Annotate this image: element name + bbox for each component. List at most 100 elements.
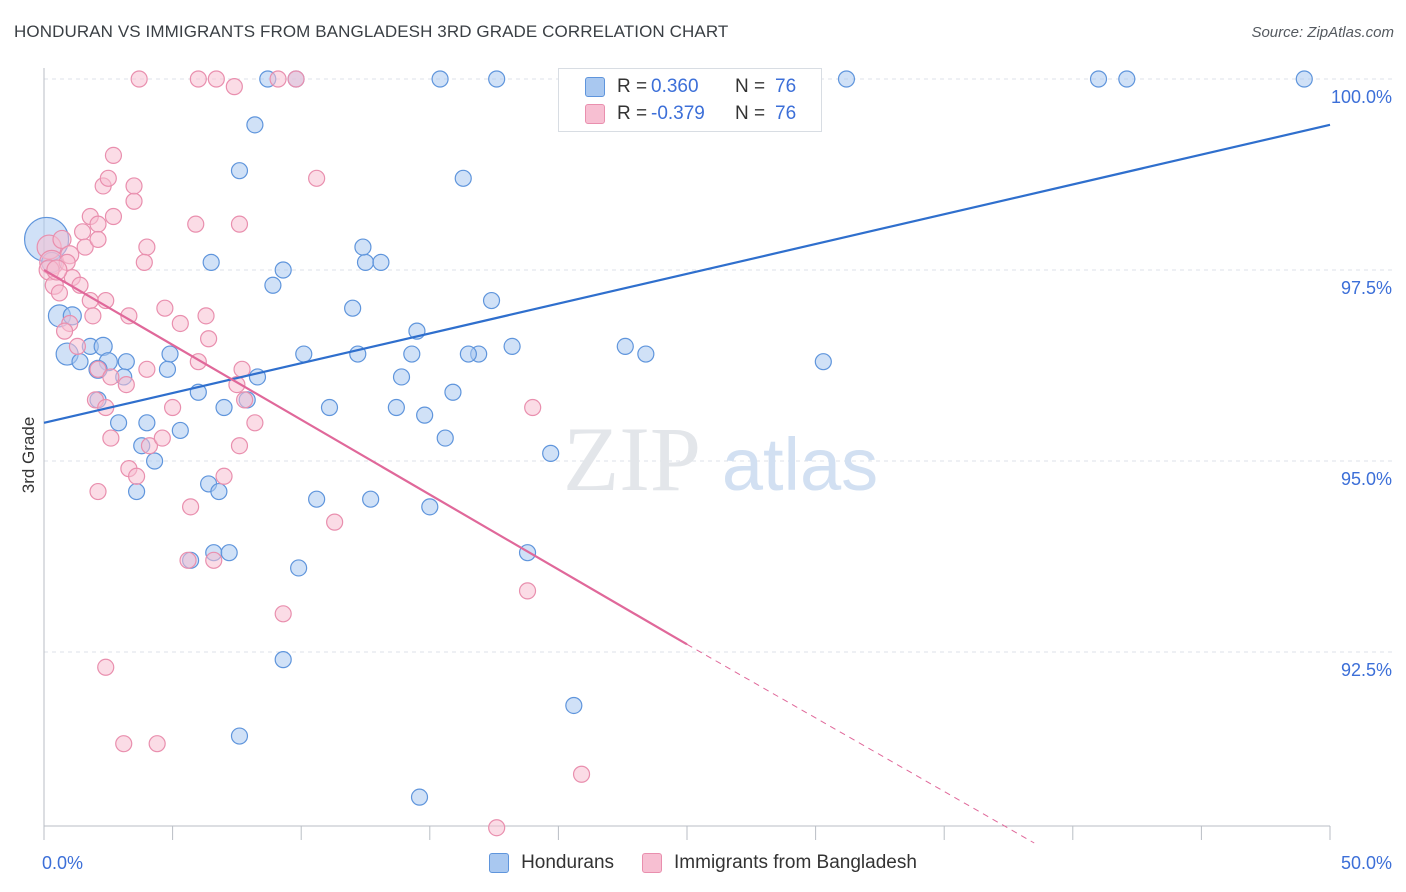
- point-hondurans: [210, 482, 228, 501]
- point-bangladesh: [246, 414, 264, 432]
- point-bangladesh: [236, 391, 254, 409]
- point-bangladesh: [189, 70, 207, 88]
- point-hondurans: [1295, 70, 1313, 88]
- legend-r-value: -0.379: [651, 103, 705, 124]
- point-bangladesh: [153, 429, 171, 447]
- point-bangladesh: [140, 437, 159, 455]
- point-bangladesh: [104, 146, 123, 164]
- point-bangladesh: [102, 429, 120, 447]
- point-hondurans: [410, 788, 429, 806]
- point-hondurans: [837, 70, 856, 88]
- y-tick-label: 97.5%: [1341, 278, 1392, 298]
- point-bangladesh: [171, 314, 189, 333]
- point-bangladesh: [125, 192, 143, 210]
- x-tick-label: 50.0%: [1341, 853, 1392, 873]
- point-hondurans: [565, 696, 583, 715]
- point-bangladesh: [84, 307, 102, 325]
- point-bangladesh: [207, 70, 225, 88]
- point-hondurans: [127, 482, 146, 501]
- legend-r-label: R =: [617, 103, 648, 124]
- point-hondurans: [616, 337, 634, 355]
- point-bangladesh: [52, 229, 72, 250]
- legend-r-label: R =: [617, 76, 648, 97]
- point-hondurans: [215, 398, 233, 417]
- point-hondurans: [459, 345, 477, 363]
- legend-swatch-pink: [585, 104, 605, 124]
- point-bangladesh: [97, 658, 115, 676]
- point-hondurans: [503, 337, 521, 355]
- labels-layer: 100.0% 97.5% 95.0% 92.5% 0.0% 50.0% 3rd Grade: [19, 87, 1392, 873]
- point-hondurans: [814, 353, 832, 371]
- point-bangladesh: [117, 376, 135, 394]
- legend-item-hondurans[interactable]: Hondurans: [489, 852, 614, 874]
- point-hondurans: [372, 253, 390, 271]
- point-hondurans: [482, 291, 501, 310]
- point-bangladesh: [89, 482, 107, 501]
- point-bangladesh: [488, 819, 506, 837]
- point-bangladesh: [102, 368, 120, 386]
- point-hondurans: [320, 398, 339, 417]
- point-hondurans: [356, 253, 375, 271]
- point-hondurans: [202, 253, 220, 271]
- legend-row-bangladesh: R = -0.379 N = 76: [585, 102, 796, 126]
- point-hondurans: [403, 345, 421, 363]
- legend-item-bangladesh[interactable]: Immigrants from Bangladesh: [642, 852, 917, 874]
- point-hondurans: [109, 414, 128, 432]
- point-bangladesh: [200, 330, 218, 348]
- legend-label-hondurans: Hondurans: [521, 852, 615, 873]
- source-label: Source: ZipAtlas.com: [1251, 24, 1394, 41]
- point-hondurans: [387, 398, 405, 417]
- point-bangladesh: [50, 284, 69, 302]
- point-bangladesh: [225, 78, 243, 96]
- point-hondurans: [308, 490, 326, 508]
- point-hondurans: [290, 559, 308, 577]
- trend-layer: [43, 123, 1331, 844]
- trend-line-hondurans: [43, 123, 1331, 424]
- trend-line-bangladesh-extension: [686, 643, 1035, 844]
- watermark-atlas: atlas: [722, 423, 878, 506]
- point-hondurans: [138, 414, 156, 432]
- point-hondurans: [444, 383, 462, 401]
- point-bangladesh: [68, 337, 87, 355]
- point-bangladesh: [230, 215, 249, 233]
- point-bangladesh: [274, 605, 292, 623]
- point-bangladesh: [197, 307, 215, 325]
- point-bangladesh: [326, 513, 344, 531]
- point-hondurans: [488, 70, 506, 88]
- point-hondurans: [344, 299, 362, 317]
- legend-label-bangladesh: Immigrants from Bangladesh: [674, 852, 917, 873]
- point-bangladesh: [524, 398, 542, 417]
- point-hondurans: [392, 368, 411, 386]
- points-layer: [23, 70, 1313, 837]
- point-hondurans: [421, 498, 439, 516]
- legend-swatch-blue: [585, 77, 605, 97]
- trend-line-bangladesh: [43, 269, 688, 646]
- point-bangladesh: [89, 215, 107, 233]
- point-bangladesh: [115, 735, 133, 753]
- legend-r-value: 0.360: [651, 76, 699, 97]
- point-bangladesh: [89, 230, 107, 249]
- point-bangladesh: [138, 360, 156, 378]
- legend-n-value: 76: [775, 103, 797, 124]
- point-bangladesh: [205, 551, 223, 569]
- point-hondurans: [416, 406, 434, 424]
- point-bangladesh: [99, 169, 117, 187]
- chart-title: HONDURAN VS IMMIGRANTS FROM BANGLADESH 3…: [14, 22, 729, 41]
- point-bangladesh: [518, 582, 537, 600]
- point-bangladesh: [156, 299, 174, 317]
- legend-n-label: N =: [735, 76, 766, 97]
- y-tick-label: 92.5%: [1341, 660, 1392, 680]
- point-hondurans: [436, 429, 454, 447]
- correlation-legend: R = 0.360 N = 76 R = -0.379 N = 76: [558, 68, 822, 132]
- point-hondurans: [161, 345, 179, 363]
- point-hondurans: [354, 238, 372, 256]
- point-bangladesh: [127, 467, 146, 485]
- point-hondurans: [246, 116, 264, 134]
- point-bangladesh: [187, 215, 205, 233]
- point-hondurans: [295, 345, 313, 363]
- legend-swatch-blue: [489, 853, 510, 873]
- point-hondurans: [158, 360, 177, 378]
- point-bangladesh: [287, 70, 305, 88]
- point-hondurans: [117, 353, 135, 371]
